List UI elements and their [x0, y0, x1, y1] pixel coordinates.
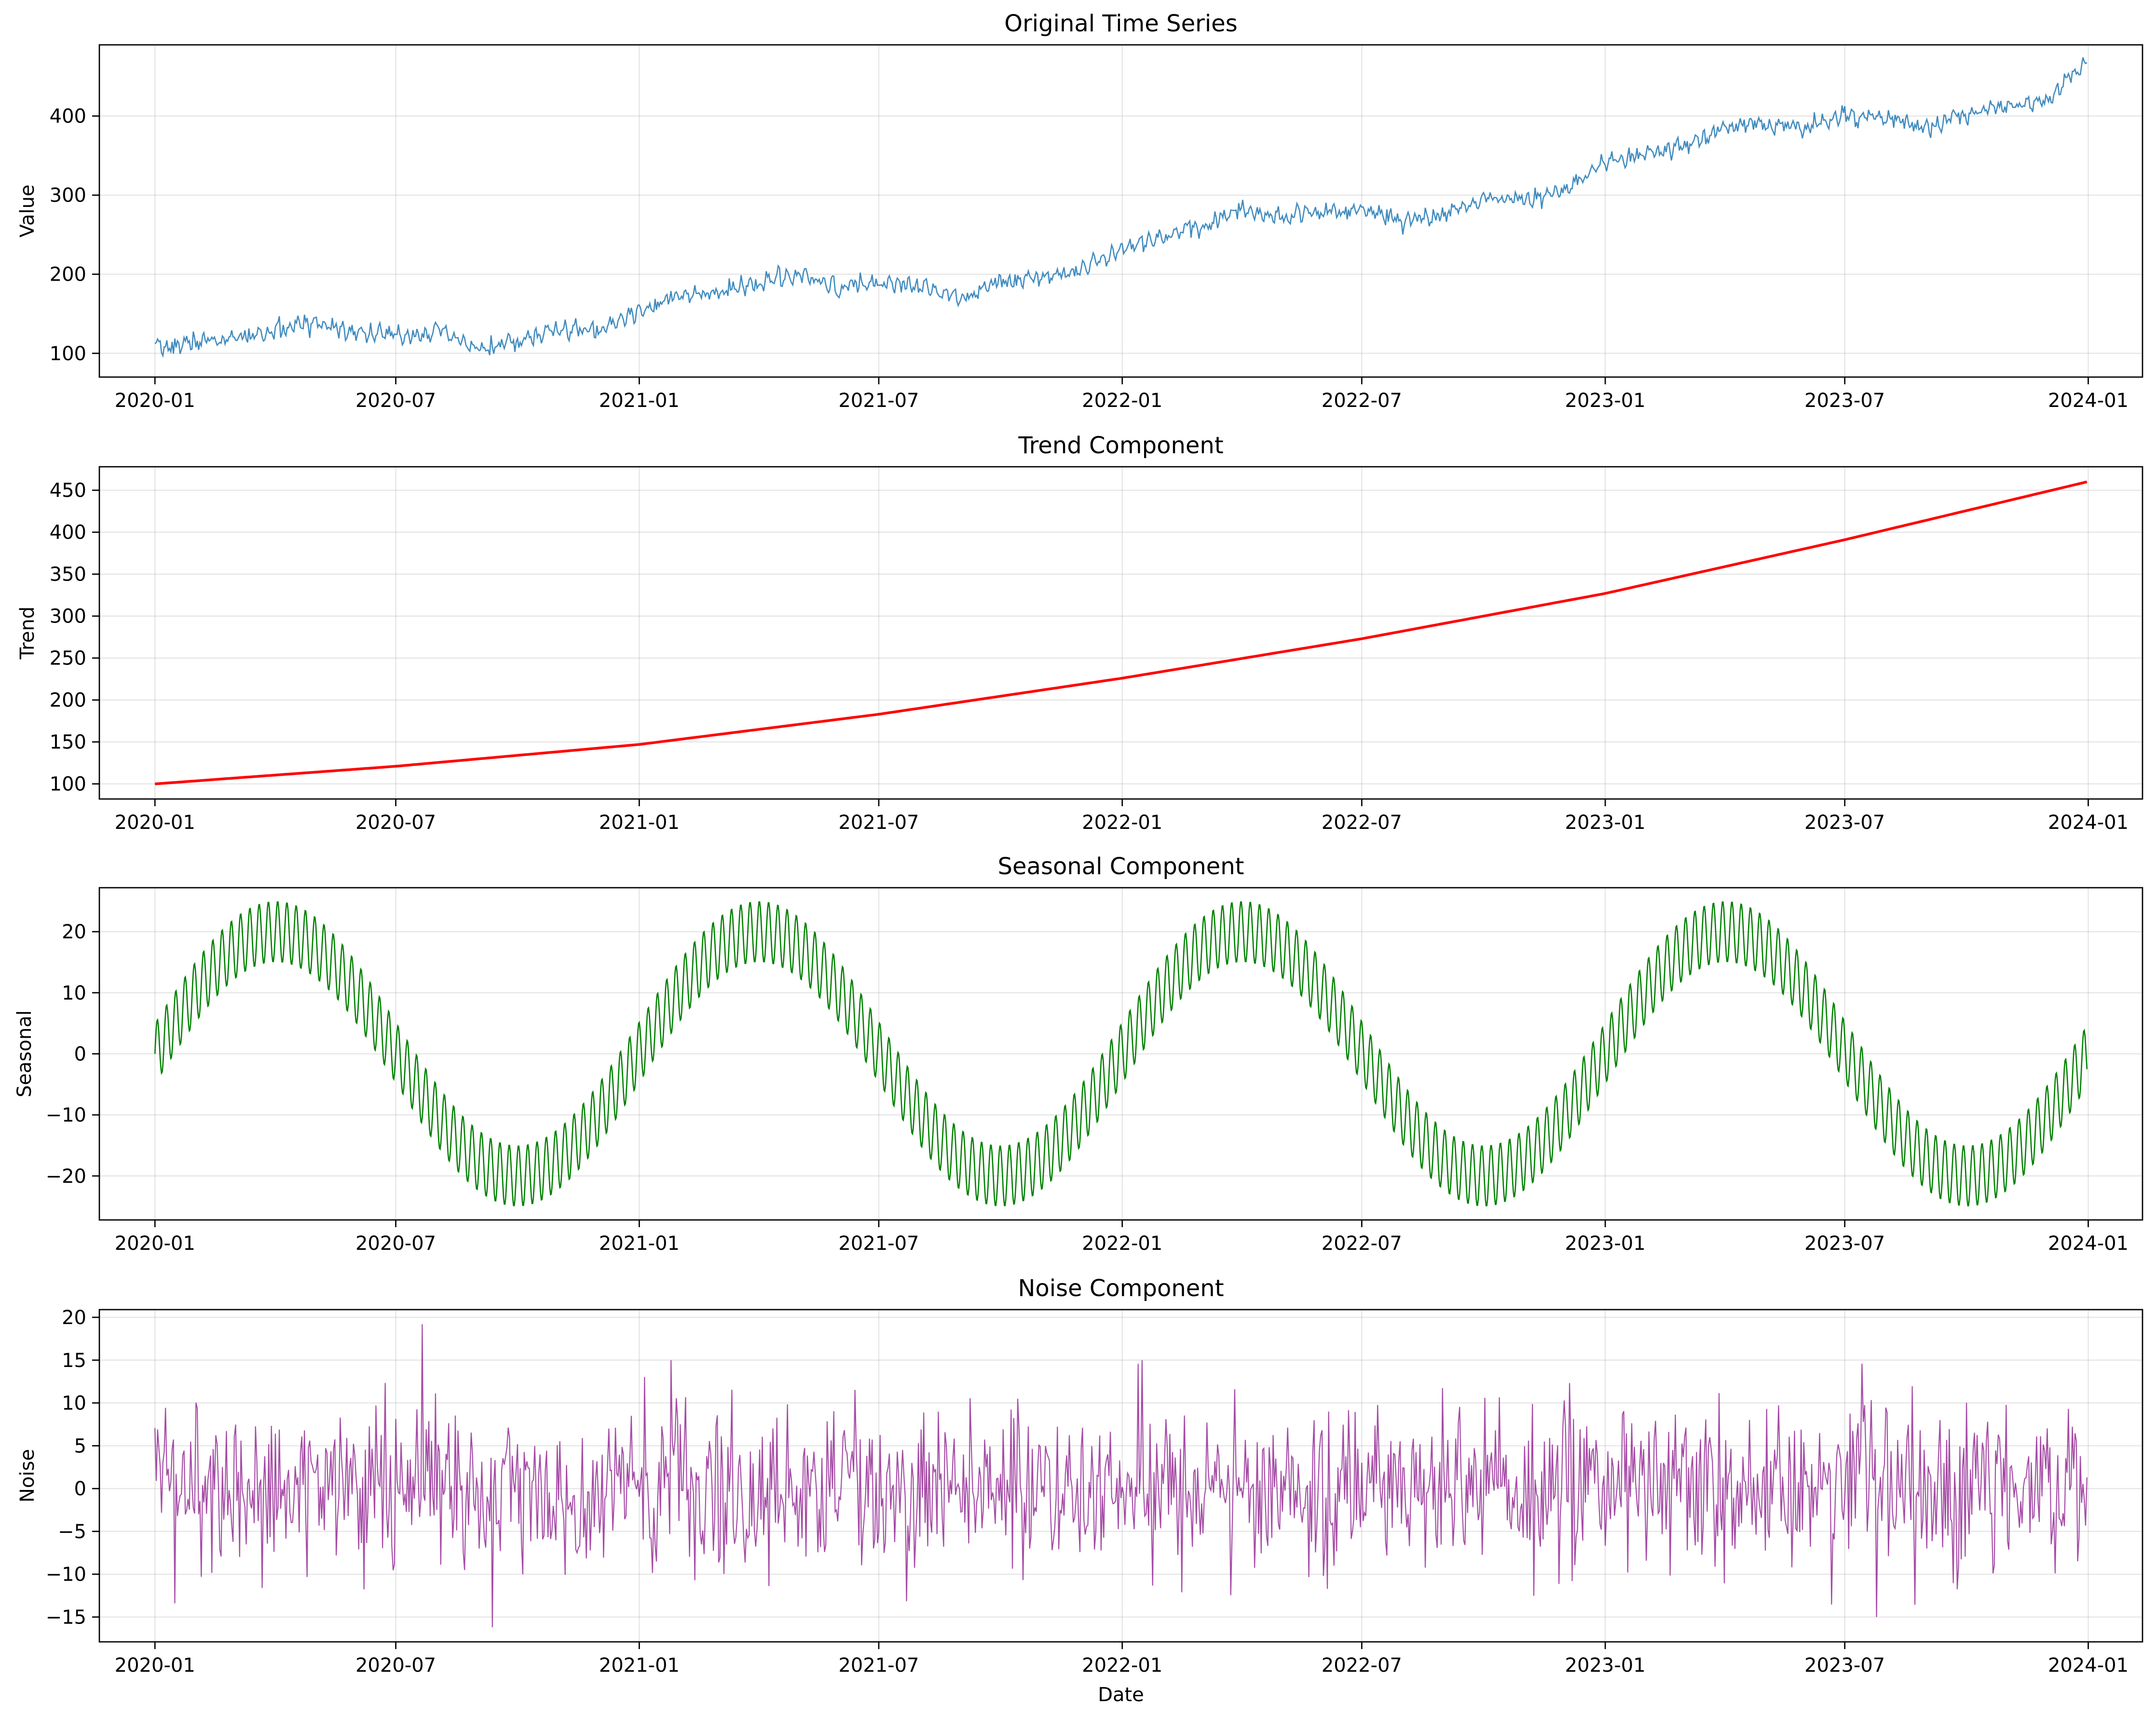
original-series-line — [154, 57, 2088, 358]
chart-title: Original Time Series — [1004, 10, 1237, 37]
x-tick-label: 2023-07 — [1804, 1654, 1885, 1677]
chart-panel-1: 2020-01 2020-07 2021-01 2021-07 2022-01 2022-… — [16, 10, 2143, 412]
y-tick-label: 100 — [50, 343, 86, 365]
y-tick-label: −10 — [46, 1564, 86, 1586]
chart-title: Noise Component — [1018, 1275, 1224, 1302]
chart-panel-4: 2020-01 2020-07 2021-01 2021-07 2022-01 2022-… — [16, 1275, 2143, 1706]
x-tick-label: 2022-01 — [1082, 390, 1162, 412]
y-tick-label: 350 — [50, 564, 86, 586]
x-tick-label: 2020-01 — [115, 1654, 195, 1677]
x-tick-label: 2020-07 — [355, 812, 436, 834]
x-tick-label: 2020-01 — [115, 390, 195, 412]
x-tick-label: 2021-01 — [599, 812, 680, 834]
x-tick-label: 2024-01 — [2048, 1232, 2129, 1255]
y-tick-label: −20 — [46, 1165, 86, 1188]
x-tick-label: 2020-07 — [355, 1654, 436, 1677]
y-tick-label: 150 — [50, 731, 86, 754]
x-tick-label: 2022-01 — [1082, 1654, 1162, 1677]
chart-title: Seasonal Component — [998, 853, 1244, 880]
x-tick-label: 2023-01 — [1565, 812, 1646, 834]
y-tick-label: 10 — [62, 1393, 86, 1415]
x-tick-label: 2023-07 — [1804, 390, 1885, 412]
x-tick-label: 2021-07 — [838, 1654, 919, 1677]
y-axis-label: Noise — [16, 1449, 39, 1502]
x-tick-label: 2021-01 — [599, 390, 680, 412]
x-tick-label: 2020-07 — [355, 390, 436, 412]
y-tick-label: 100 — [50, 773, 86, 796]
trend-line — [155, 480, 2088, 785]
x-tick-label: 2021-07 — [838, 1232, 919, 1255]
x-tick-label: 2020-07 — [355, 1232, 436, 1255]
y-tick-label: 200 — [50, 690, 86, 712]
plot-frame — [98, 466, 2143, 800]
y-tick-label: 400 — [50, 522, 86, 544]
y-tick-label: −5 — [58, 1521, 86, 1543]
y-tick-label: 400 — [50, 106, 86, 128]
y-tick-label: 300 — [50, 606, 86, 628]
x-tick-label: 2021-01 — [599, 1232, 680, 1255]
x-tick-label: 2023-01 — [1565, 1232, 1646, 1255]
y-axis-label: Trend — [16, 607, 39, 660]
x-tick-label: 2022-07 — [1322, 1232, 1402, 1255]
y-axis-label: Seasonal — [14, 1010, 36, 1097]
y-tick-label: 20 — [62, 921, 86, 943]
x-tick-label: 2022-07 — [1322, 812, 1402, 834]
y-tick-label: 5 — [74, 1435, 86, 1457]
x-axis-label: Date — [1098, 1684, 1144, 1706]
x-tick-label: 2022-01 — [1082, 812, 1162, 834]
y-tick-label: 450 — [50, 480, 86, 502]
x-tick-label: 2021-07 — [838, 390, 919, 412]
x-tick-label: 2022-07 — [1322, 390, 1402, 412]
y-axis-label: Value — [16, 185, 39, 238]
x-tick-label: 2024-01 — [2048, 1654, 2129, 1677]
y-tick-label: 250 — [50, 648, 86, 670]
chart-panel-3: 2020-01 2020-07 2021-01 2021-07 2022-01 2022-… — [14, 853, 2143, 1255]
x-tick-label: 2023-01 — [1565, 1654, 1646, 1677]
y-tick-label: −10 — [46, 1104, 86, 1126]
x-tick-label: 2024-01 — [2048, 390, 2129, 412]
y-tick-label: 15 — [62, 1350, 86, 1372]
noise-line — [154, 1324, 2088, 1627]
x-tick-label: 2020-01 — [115, 1232, 195, 1255]
x-tick-label: 2024-01 — [2048, 812, 2129, 834]
x-tick-label: 2020-01 — [115, 812, 195, 834]
x-tick-label: 2021-07 — [838, 812, 919, 834]
chart-panel-2: 2020-01 2020-07 2021-01 2021-07 2022-01 2022-… — [16, 432, 2143, 834]
y-tick-label: 200 — [50, 264, 86, 286]
y-tick-label: −15 — [46, 1607, 86, 1629]
x-tick-label: 2022-07 — [1322, 1654, 1402, 1677]
seasonal-line — [154, 901, 2088, 1206]
x-tick-label: 2023-01 — [1565, 390, 1646, 412]
plot-frame — [98, 1309, 2143, 1643]
plot-frame — [98, 44, 2143, 378]
x-tick-label: 2023-07 — [1804, 1232, 1885, 1255]
x-tick-label: 2022-01 — [1082, 1232, 1162, 1255]
x-tick-label: 2023-07 — [1804, 812, 1885, 834]
y-tick-label: 0 — [74, 1043, 86, 1066]
y-tick-label: 300 — [50, 185, 86, 207]
x-tick-label: 2021-01 — [599, 1654, 680, 1677]
y-tick-label: 10 — [62, 982, 86, 1004]
y-tick-label: 20 — [62, 1307, 86, 1329]
chart-title: Trend Component — [1018, 432, 1223, 459]
y-tick-label: 0 — [74, 1478, 86, 1500]
